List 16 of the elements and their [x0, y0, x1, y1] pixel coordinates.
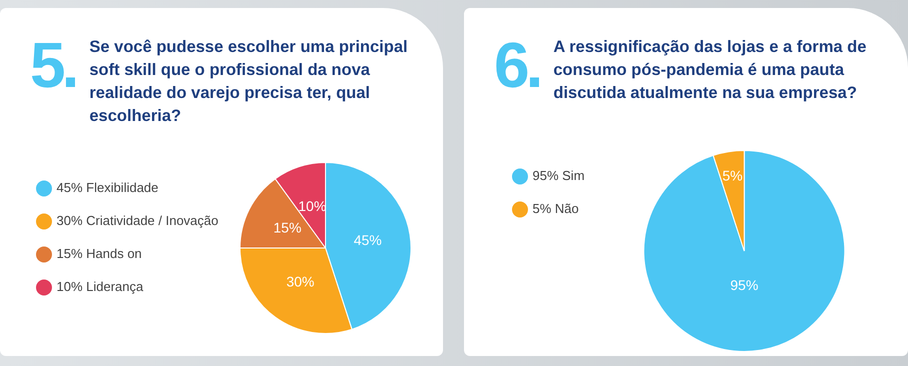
legend-label: 95% Sim	[532, 168, 585, 184]
data-label: 15%	[273, 219, 302, 236]
legend-label: 45% Flexibilidade	[56, 180, 158, 196]
data-label: 30%	[286, 273, 314, 290]
data-label: 5%	[722, 167, 743, 184]
data-label: 95%	[730, 277, 758, 294]
data-label: 10%	[298, 198, 326, 214]
data-label: 45%	[354, 232, 382, 248]
text: 6.	[494, 29, 540, 103]
legend-label: 15% Hands on	[56, 246, 142, 262]
legend-label: 5% Não	[532, 201, 579, 216]
legend-label: 10% Liderança	[56, 279, 144, 294]
chart-title: A ressignificação das lojas e a forma de consumo pós-pandemia é uma pauta discutida atualmente na sua empresa?	[553, 37, 868, 104]
chart-title: Se você pudesse escolher uma principal soft skill que o profissional da nova realidade do varejo precisa ter, qual escolheria?	[89, 37, 409, 127]
text: 5.	[30, 29, 76, 103]
legend-label: 30% Criatividade / Inovação	[56, 213, 218, 228]
